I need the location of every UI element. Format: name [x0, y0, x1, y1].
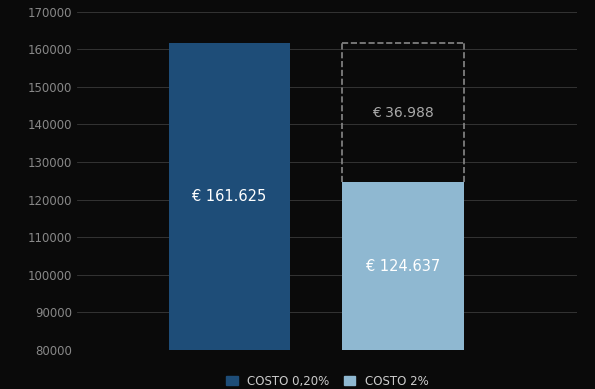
Bar [343, 182, 464, 350]
Text: € 161.625: € 161.625 [192, 189, 267, 204]
Text: € 124.637: € 124.637 [366, 259, 440, 274]
Text: € 36.988: € 36.988 [372, 106, 434, 120]
Legend: COSTO 0,20%, COSTO 2%: COSTO 0,20%, COSTO 2% [223, 371, 432, 389]
Bar [168, 43, 290, 350]
